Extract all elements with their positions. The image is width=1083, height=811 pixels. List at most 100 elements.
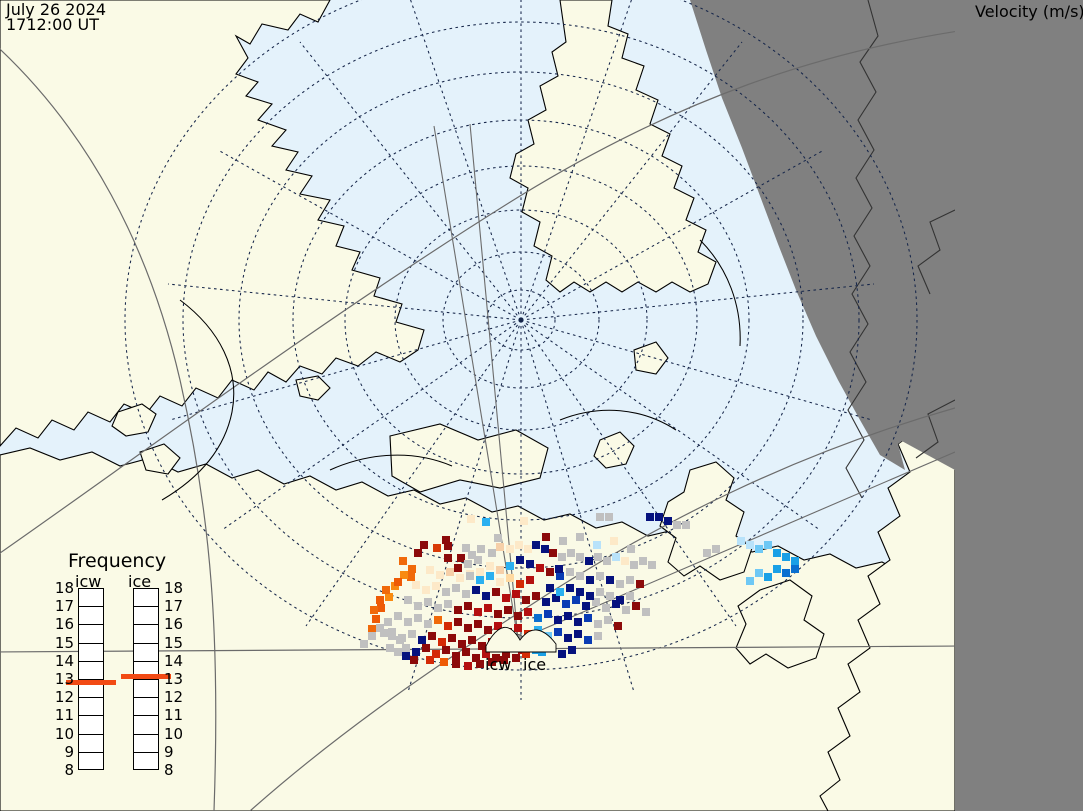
velocity-cell xyxy=(434,604,442,612)
velocity-cell xyxy=(556,588,564,596)
velocity-cell xyxy=(452,660,460,668)
velocity-cell xyxy=(514,624,522,632)
velocity-cell xyxy=(433,544,441,552)
polar-map-panel[interactable]: July 26 2024 1712:00 UT icw ice Frequenc… xyxy=(0,0,955,811)
velocity-cell xyxy=(567,549,575,557)
velocity-cell xyxy=(646,513,654,521)
velocity-cell xyxy=(592,598,600,606)
land-islet-a xyxy=(295,375,331,401)
frequency-tick xyxy=(133,697,159,698)
velocity-cell xyxy=(764,541,772,549)
frequency-tick xyxy=(78,734,104,735)
velocity-cell xyxy=(526,560,534,568)
velocity-cell xyxy=(382,586,390,594)
velocity-cell xyxy=(636,580,644,588)
velocity-cell xyxy=(622,606,630,614)
velocity-cell xyxy=(673,521,681,529)
velocity-cell xyxy=(402,652,410,660)
velocity-cell xyxy=(566,584,574,592)
frequency-legend-title: Frequency xyxy=(68,550,167,572)
velocity-cell xyxy=(746,577,754,585)
velocity-cell xyxy=(472,654,480,662)
velocity-cell xyxy=(712,545,720,553)
velocity-cell xyxy=(448,634,456,642)
velocity-cell xyxy=(630,561,638,569)
velocity-cell xyxy=(494,622,502,630)
velocity-cell xyxy=(612,553,620,561)
frequency-scale-number-left: 8 xyxy=(64,761,74,779)
frequency-scale-number-left: 17 xyxy=(54,597,74,616)
velocity-cell xyxy=(506,562,514,570)
velocity-cell xyxy=(372,615,380,623)
velocity-cell xyxy=(394,648,402,656)
velocity-cell xyxy=(404,596,412,604)
velocity-cell xyxy=(410,656,418,664)
velocity-cell xyxy=(482,518,490,526)
velocity-cell xyxy=(755,569,763,577)
velocity-cell xyxy=(564,634,572,642)
velocity-cell xyxy=(574,618,582,626)
velocity-cell xyxy=(604,616,612,624)
velocity-cell xyxy=(456,574,464,582)
frequency-scale-number-right: 9 xyxy=(164,742,174,761)
velocity-cell xyxy=(536,564,544,572)
velocity-cell xyxy=(526,576,534,584)
velocity-cell xyxy=(444,542,452,550)
velocity-cell xyxy=(474,608,482,616)
velocity-cell xyxy=(737,537,745,545)
frequency-tick xyxy=(78,752,104,753)
frequency-tick xyxy=(78,643,104,644)
velocity-cell xyxy=(442,536,450,544)
title-date: July 26 2024 xyxy=(6,0,107,19)
velocity-cell xyxy=(682,521,690,529)
velocity-cell xyxy=(388,628,396,636)
velocity-cell xyxy=(755,545,763,553)
velocity-cell xyxy=(442,646,450,654)
velocity-cell xyxy=(496,578,504,586)
velocity-cell xyxy=(585,557,593,565)
frequency-scale-number-right: 18 xyxy=(164,579,184,597)
velocity-cell xyxy=(544,610,552,618)
velocity-cell xyxy=(506,574,514,582)
velocity-cell xyxy=(467,515,475,523)
coastline-detail-layer xyxy=(161,239,741,501)
frequency-scale-number-right: 15 xyxy=(164,633,184,652)
velocity-cell xyxy=(462,544,470,552)
velocity-cell xyxy=(593,541,601,549)
velocity-cell xyxy=(664,517,672,525)
velocity-cell xyxy=(556,572,564,580)
velocity-cell xyxy=(576,533,584,541)
frequency-scale-number-right: 8 xyxy=(164,761,174,779)
frequency-scale-number-left: 10 xyxy=(54,724,74,743)
velocity-data-layer[interactable] xyxy=(0,0,955,811)
frequency-tick xyxy=(133,734,159,735)
velocity-cell xyxy=(484,604,492,612)
velocity-cell xyxy=(552,594,560,602)
frequency-scale-number-left: 18 xyxy=(54,579,74,597)
frequency-scale-number-left: 14 xyxy=(54,651,74,670)
velocity-cell xyxy=(404,618,412,626)
velocity-cell xyxy=(477,545,485,553)
frequency-scale-number-left: 12 xyxy=(54,688,74,707)
velocity-cell xyxy=(512,590,520,598)
velocity-cell xyxy=(452,652,460,660)
velocity-cell xyxy=(596,572,604,580)
velocity-cell xyxy=(474,620,482,628)
velocity-cell xyxy=(506,545,514,553)
velocity-cell xyxy=(412,648,420,656)
land-northeast xyxy=(509,0,717,293)
frequency-tick xyxy=(78,661,104,662)
velocity-cell xyxy=(496,566,504,574)
frequency-tick xyxy=(133,752,159,753)
velocity-cell xyxy=(452,584,460,592)
velocity-cell xyxy=(576,572,584,580)
frequency-marker-icw xyxy=(66,679,116,685)
velocity-cell xyxy=(522,596,530,604)
velocity-cell xyxy=(400,571,408,579)
velocity-cell xyxy=(398,634,406,642)
velocity-cell xyxy=(642,608,650,616)
timestamp-title: July 26 2024 1712:00 UT xyxy=(6,0,107,33)
frequency-scale-number-right: 12 xyxy=(164,688,184,707)
velocity-cell xyxy=(576,588,584,596)
velocity-cell xyxy=(524,545,532,553)
